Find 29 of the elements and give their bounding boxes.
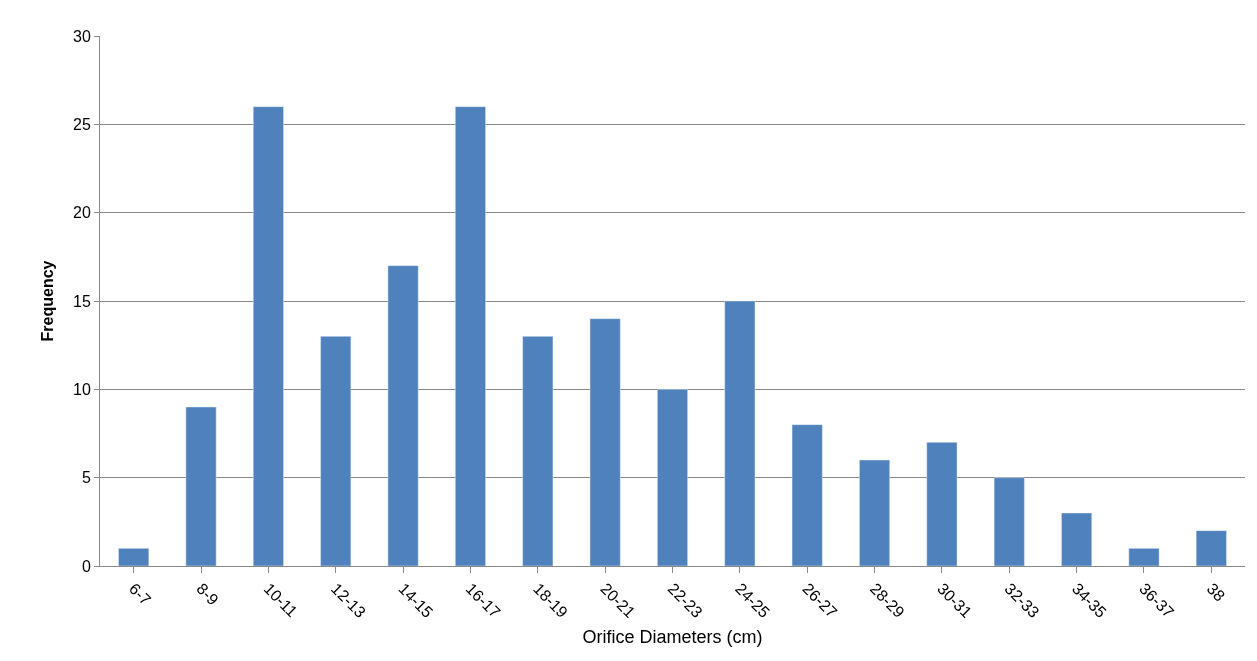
y-tick-label: 10 xyxy=(73,380,91,398)
y-tick-label: 30 xyxy=(73,27,91,45)
bar xyxy=(657,389,688,566)
y-tick-label: 15 xyxy=(73,292,91,310)
bar xyxy=(1195,530,1227,566)
bar xyxy=(1128,548,1160,566)
bar xyxy=(589,318,621,566)
bar xyxy=(320,336,352,566)
bar xyxy=(993,477,1025,566)
x-tick-label: 38 xyxy=(1203,579,1229,605)
y-tick-label: 0 xyxy=(81,557,91,575)
bar xyxy=(118,548,150,566)
bar xyxy=(724,300,756,566)
x-tick-label: 6-7 xyxy=(125,579,155,609)
bar xyxy=(859,459,890,566)
y-axis-title: Frequency xyxy=(38,260,56,342)
x-axis-title: Orifice Diameters (cm) xyxy=(582,627,763,648)
bar xyxy=(455,106,486,566)
bar xyxy=(1061,512,1093,566)
bar xyxy=(791,424,823,566)
bar xyxy=(926,442,958,566)
bar xyxy=(387,265,419,566)
bar xyxy=(185,406,217,566)
bar xyxy=(522,336,554,566)
y-tick-label: 20 xyxy=(73,204,91,222)
y-tick-label: 5 xyxy=(81,469,91,487)
x-tick-label: 8-9 xyxy=(193,579,222,609)
bar xyxy=(252,106,284,566)
y-tick-label: 25 xyxy=(73,115,91,133)
